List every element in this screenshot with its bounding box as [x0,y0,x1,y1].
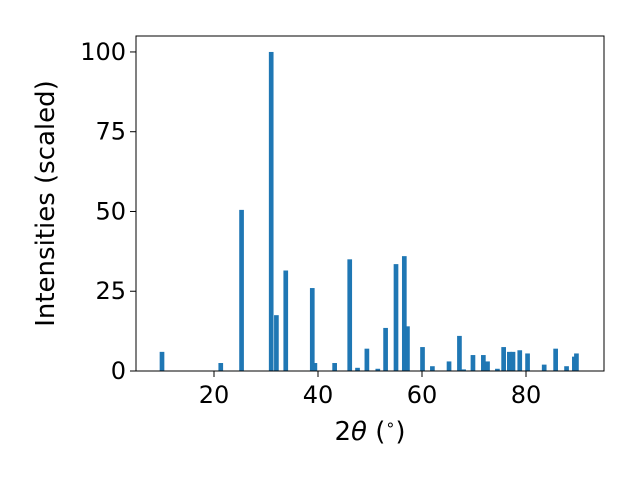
bar [405,326,410,371]
bar [159,351,165,371]
bar [239,209,244,371]
x-tick-label: 20 [199,381,230,409]
ticks-layer: 20 40 60 80 0 25 50 75 100 [80,38,541,409]
bar [364,348,370,371]
bar [553,348,558,371]
bar [525,353,530,371]
bar [218,363,224,371]
bar [309,288,315,371]
bar [495,368,500,371]
bar [485,361,490,371]
bar [355,367,360,371]
x-tick-label: 40 [303,381,334,409]
bar [283,270,289,371]
bar [564,366,569,371]
x-tick-label: 80 [511,381,542,409]
bar [401,256,407,371]
bar [501,347,506,371]
x-axis-title: 2θ (∘) [334,415,405,447]
bar [375,368,381,371]
bar [312,363,318,371]
bar [383,327,388,371]
y-tick-label: 0 [111,357,126,385]
bar [268,51,274,371]
y-tick-label: 75 [95,118,126,146]
bar [430,366,435,371]
bar [457,335,462,371]
bar [393,264,399,371]
bar [274,315,279,371]
plot-frame [135,35,605,372]
bar [470,355,476,371]
y-tick-label: 50 [95,197,126,225]
bar [332,363,337,371]
bar [541,364,547,371]
bar [507,351,512,371]
y-tick-label: 25 [95,277,126,305]
y-axis-title: Intensities (scaled) [31,80,61,327]
bar [420,347,425,371]
x-tick-label: 60 [407,381,438,409]
bar [446,361,452,371]
bar [481,355,486,371]
bar [510,351,516,371]
bar [517,350,523,371]
bar [574,353,579,371]
y-tick-label: 100 [80,38,126,66]
bars-layer [159,51,579,371]
bar [347,259,353,371]
bar [461,369,466,371]
